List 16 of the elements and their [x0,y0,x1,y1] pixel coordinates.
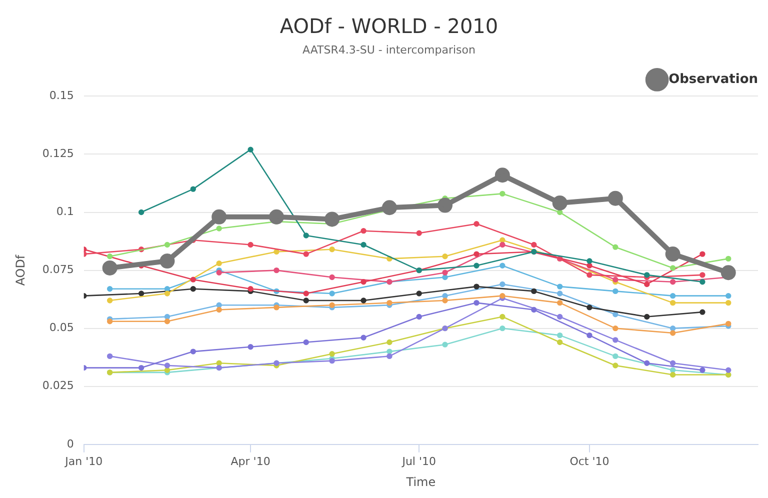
x-axis-title: Time [405,474,436,489]
x-tick-label: Oct '10 [570,454,610,468]
chart-subtitle: AATSR4.3-SU - intercomparison [302,43,476,56]
legend-label: Observation [668,72,758,88]
y-tick-label: 0.075 [42,263,74,276]
y-tick-label: 0.05 [49,321,74,334]
y-tick-label: 0.125 [42,147,74,160]
x-tick-label: Apr '10 [230,454,270,468]
x-tick-label: Jan '10 [64,454,103,468]
y-axis-title: AODf [13,254,28,286]
y-tick-label: 0.025 [42,379,74,392]
chart-title: AODf - WORLD - 2010 [280,14,498,38]
x-tick-label: Jul '10 [401,454,436,468]
y-tick-label: 0 [66,437,74,450]
y-tick-label: 0.15 [49,89,74,102]
y-tick-label: 0.1 [56,205,74,218]
